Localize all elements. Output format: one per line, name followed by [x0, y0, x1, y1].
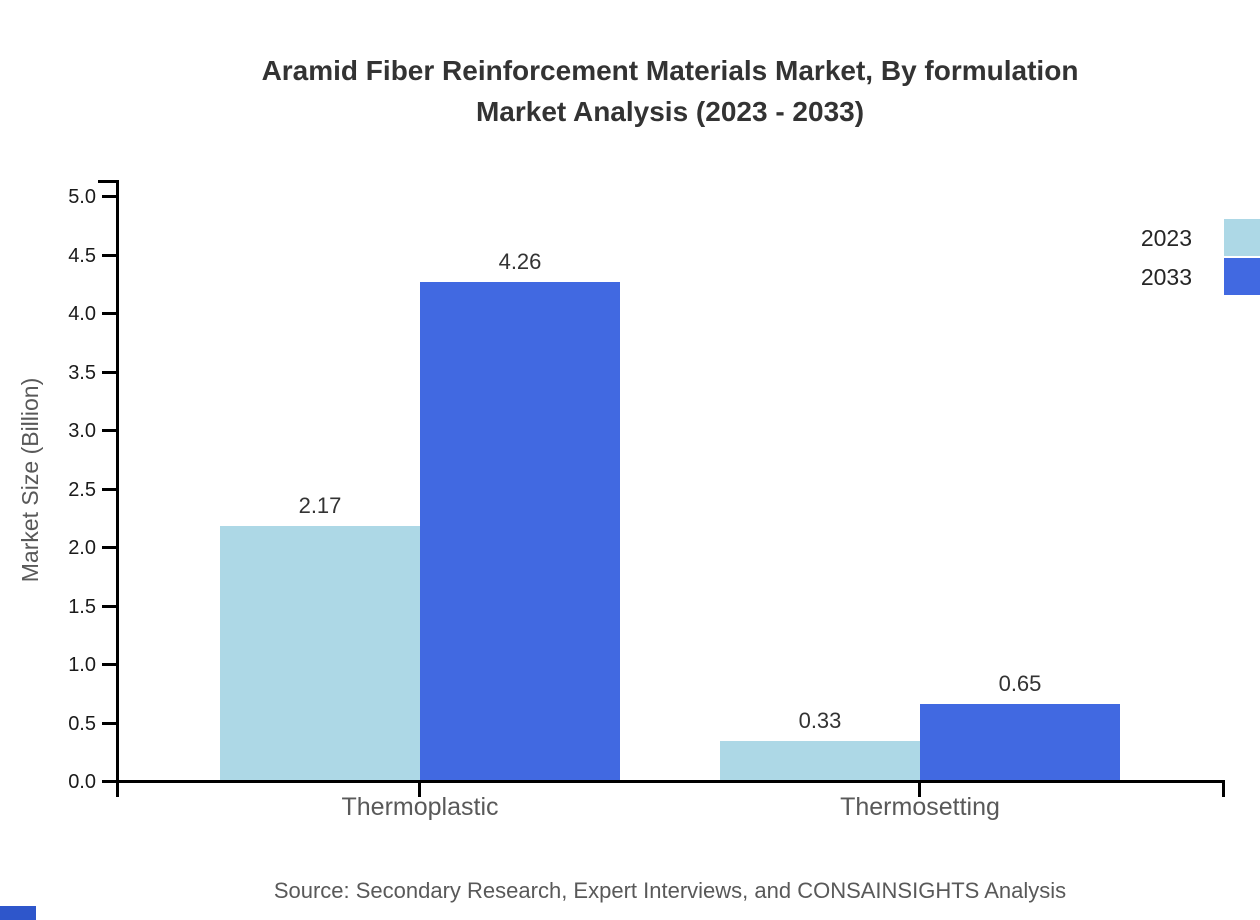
- y-tick-label: 4.5: [68, 245, 96, 267]
- x-axis-left-cap: [116, 780, 119, 797]
- y-tick-label: 2.0: [68, 537, 96, 559]
- y-tick: [102, 429, 116, 432]
- y-tick: [102, 195, 116, 198]
- y-axis-top-cap: [98, 180, 116, 183]
- y-tick-label: 3.0: [68, 420, 96, 442]
- y-tick-label: 4.0: [68, 303, 96, 325]
- chart-title-line-1: Aramid Fiber Reinforcement Materials Mar…: [261, 55, 1079, 86]
- y-tick: [102, 546, 116, 549]
- y-tick: [102, 663, 116, 666]
- y-tick-label: 0.0: [68, 771, 96, 793]
- legend-swatch-2033: [1224, 258, 1260, 295]
- bar-2023-thermosetting: [720, 741, 920, 780]
- legend-label-2033: 2033: [1140, 264, 1192, 290]
- source-note: Source: Secondary Research, Expert Inter…: [273, 878, 1067, 903]
- y-tick-label: 0.5: [68, 713, 96, 735]
- value-label: 0.33: [798, 708, 842, 733]
- y-axis-spine: [116, 180, 119, 783]
- bar-2033-thermosetting: [920, 704, 1120, 780]
- value-label: 2.17: [298, 493, 342, 518]
- chart-title-line-2: Market Analysis (2023 - 2033): [475, 96, 865, 127]
- value-label: 0.65: [998, 671, 1042, 696]
- x-axis-right-cap: [1222, 780, 1225, 797]
- y-tick: [102, 605, 116, 608]
- y-tick-label: 5.0: [68, 186, 96, 208]
- y-tick: [102, 312, 116, 315]
- y-tick: [102, 722, 116, 725]
- y-tick-label: 1.0: [68, 654, 96, 676]
- legend-swatch-2023: [1224, 219, 1260, 256]
- category-label: Thermoplastic: [341, 793, 499, 821]
- y-tick: [102, 254, 116, 257]
- value-label: 4.26: [498, 249, 542, 274]
- category-tick: [418, 780, 421, 797]
- y-tick-label: 1.5: [68, 596, 96, 618]
- x-axis-spine: [116, 780, 1225, 783]
- category-tick: [918, 780, 921, 797]
- y-tick: [102, 371, 116, 374]
- y-tick-label: 2.5: [68, 479, 96, 501]
- bar-2033-thermoplastic: [420, 282, 620, 780]
- y-tick-label: 3.5: [68, 362, 96, 384]
- y-tick: [102, 488, 116, 491]
- bar-2023-thermoplastic: [220, 526, 420, 780]
- watermark-square: [0, 906, 36, 920]
- category-label: Thermosetting: [840, 793, 1000, 821]
- legend-label-2023: 2023: [1140, 225, 1192, 251]
- chart-title: Aramid Fiber Reinforcement Materials Mar…: [118, 50, 1222, 132]
- y-tick: [102, 780, 116, 783]
